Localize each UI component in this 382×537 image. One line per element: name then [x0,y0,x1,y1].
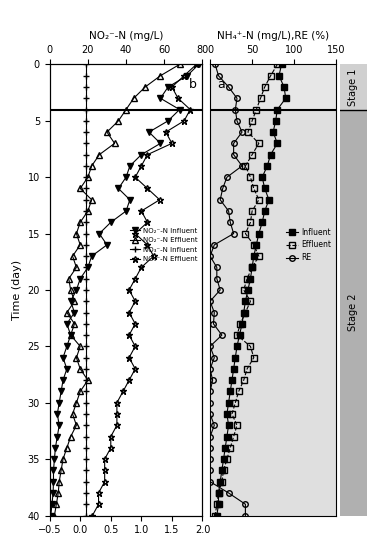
Y-axis label: Time (day): Time (day) [12,260,22,320]
Text: Stage 2: Stage 2 [348,294,358,331]
X-axis label: NO₂⁻-N (mg/L): NO₂⁻-N (mg/L) [89,31,163,41]
X-axis label: NH₄⁺-N (mg/L),RE (%): NH₄⁺-N (mg/L),RE (%) [217,31,329,41]
Legend: NO₂⁻-N Influent, NO₂⁻-N Effluent, NO₃⁻-N Influent, NO₃⁻-N Effluent: NO₂⁻-N Influent, NO₂⁻-N Effluent, NO₃⁻-N… [128,226,199,264]
Bar [210,64,336,110]
Legend: Influent, Effluent, RE: Influent, Effluent, RE [285,226,332,264]
Bar [340,64,367,110]
Text: b: b [188,78,196,91]
Bar [210,110,336,516]
Text: a: a [218,78,225,91]
Text: Stage 1: Stage 1 [348,68,358,106]
